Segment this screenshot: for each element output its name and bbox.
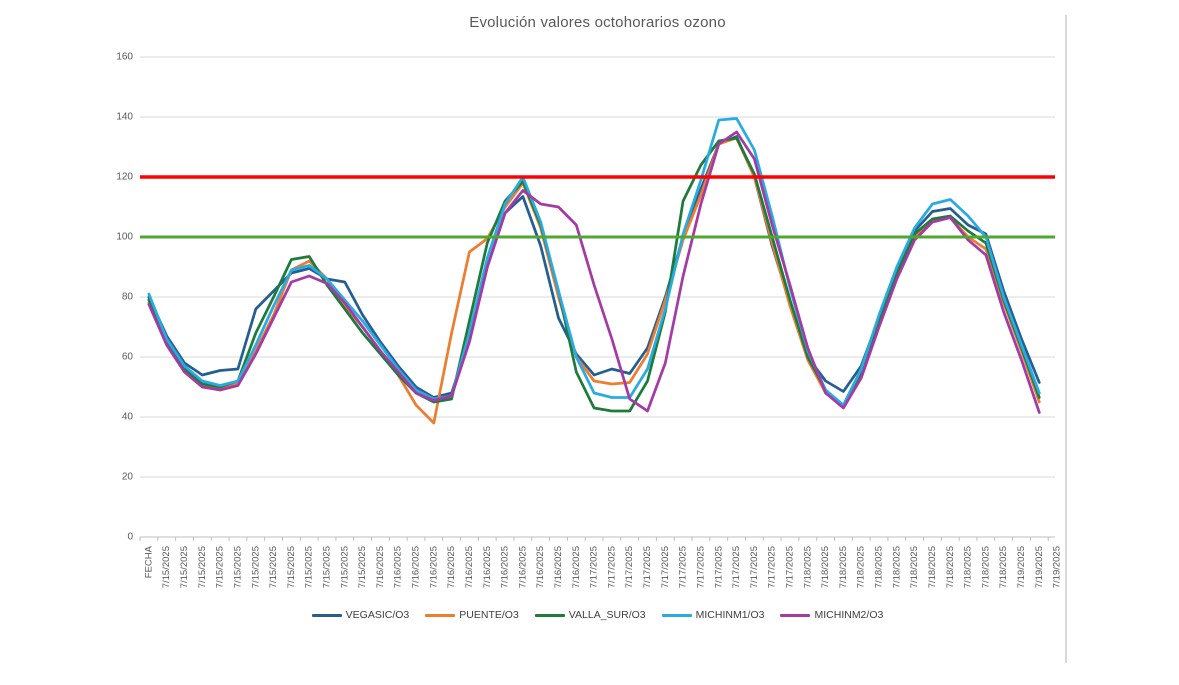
x-axis-tick-label-44: 7/18/2025	[927, 546, 938, 588]
x-axis-tick-label-17: 7/16/2025	[446, 546, 457, 588]
x-axis-tick-label-6: 7/15/2025	[250, 546, 261, 588]
x-axis-tick-label-16: 7/16/2025	[428, 546, 439, 588]
legend-label: VEGASIC/O3	[345, 609, 410, 621]
x-axis-tick-label-21: 7/16/2025	[517, 546, 528, 588]
x-axis-tick-label-9: 7/15/2025	[304, 546, 315, 588]
y-axis-tick-label-80: 80	[122, 292, 134, 303]
legend-label: VALLA_SUR/O3	[568, 609, 646, 621]
series-line-michinm1-o3	[147, 117, 1041, 407]
y-axis-tick-label-140: 140	[116, 112, 133, 123]
legend-label: PUENTE/O3	[459, 609, 519, 621]
legend-item-valla-sur-o3: VALLA_SUR/O3	[534, 609, 646, 621]
x-axis-tick-label-28: 7/17/2025	[642, 546, 653, 588]
x-axis-tick-label-42: 7/18/2025	[891, 546, 902, 588]
y-axis-tick-label-0: 0	[127, 532, 133, 543]
chart-title: Evolución valores octohorarios ozono	[469, 14, 726, 31]
x-axis-tick-label-30: 7/17/2025	[678, 546, 689, 588]
y-axis-tick-label-120: 120	[116, 172, 133, 183]
x-axis-tick-label-14: 7/16/2025	[393, 546, 404, 588]
x-axis-tick-label-41: 7/18/2025	[874, 546, 885, 588]
x-axis-tick-label-11: 7/15/2025	[339, 546, 350, 588]
x-axis-tick-label-43: 7/18/2025	[909, 546, 920, 588]
x-axis-tick-label-36: 7/17/2025	[784, 546, 795, 588]
chart-right-border	[1065, 15, 1067, 663]
x-axis-tick-label-18: 7/16/2025	[464, 546, 475, 588]
x-axis-tick-label-2: 7/15/2025	[179, 546, 190, 588]
legend-line-swatch	[534, 613, 565, 617]
series-line-valla-sur-o3	[147, 136, 1041, 413]
legend-line-swatch	[780, 613, 811, 617]
x-axis-tick-label-51: 7/19/2025	[1052, 546, 1063, 588]
x-axis-tick-label-34: 7/17/2025	[749, 546, 760, 588]
x-axis-tick-label-31: 7/17/2025	[695, 546, 706, 588]
x-axis-tick-label-22: 7/16/2025	[535, 546, 546, 588]
x-axis-tick-label-50: 7/19/2025	[1034, 546, 1045, 588]
x-axis-tick-label-12: 7/15/2025	[357, 546, 368, 588]
x-axis-tick-label-47: 7/18/2025	[980, 546, 991, 588]
y-axis-tick-label-160: 160	[116, 52, 133, 63]
x-axis-tick-label-35: 7/17/2025	[767, 546, 778, 588]
x-axis-tick-label-27: 7/17/2025	[624, 546, 635, 588]
chart-legend: VEGASIC/O3 PUENTE/O3 VALLA_SUR/O3 MICHIN…	[140, 609, 1055, 621]
x-axis-tick-label-40: 7/18/2025	[856, 546, 867, 588]
legend-item-michinm1-o3: MICHINM1/O3	[661, 609, 765, 621]
x-axis-tick-label-24: 7/16/2025	[571, 546, 582, 588]
legend-item-vegasic-o3: VEGASIC/O3	[311, 609, 410, 621]
y-axis-tick-label-40: 40	[122, 412, 134, 423]
legend-label: MICHINM1/O3	[695, 609, 765, 621]
legend-line-swatch	[661, 613, 692, 617]
x-axis-tick-label-39: 7/18/2025	[838, 546, 849, 588]
x-axis-tick-label-1: 7/15/2025	[161, 546, 172, 588]
x-axis-tick-label-4: 7/15/2025	[215, 546, 226, 588]
legend-label: MICHINM2/O3	[814, 609, 884, 621]
legend-line-swatch	[311, 613, 342, 617]
x-axis-tick-label-38: 7/18/2025	[820, 546, 831, 588]
x-axis-tick-label-32: 7/17/2025	[713, 546, 724, 588]
x-axis-tick-label-25: 7/17/2025	[589, 546, 600, 588]
legend-item-puente-o3: PUENTE/O3	[425, 609, 519, 621]
x-axis-tick-label-15: 7/16/2025	[411, 546, 422, 588]
x-axis-tick-label-26: 7/17/2025	[606, 546, 617, 588]
x-axis-tick-label-0: FECHA	[143, 545, 154, 578]
x-axis-tick-label-5: 7/15/2025	[232, 546, 243, 588]
x-axis-tick-label-49: 7/19/2025	[1016, 546, 1027, 588]
y-axis-tick-label-60: 60	[122, 352, 134, 363]
x-axis-tick-label-13: 7/16/2025	[375, 546, 386, 588]
x-axis-tick-label-10: 7/15/2025	[321, 546, 332, 588]
x-axis-tick-label-19: 7/16/2025	[482, 546, 493, 588]
x-axis-tick-label-48: 7/18/2025	[998, 546, 1009, 588]
x-axis-tick-label-7: 7/15/2025	[268, 546, 279, 588]
x-axis-tick-label-23: 7/16/2025	[553, 546, 564, 588]
x-axis-tick-label-33: 7/17/2025	[731, 546, 742, 588]
y-axis-tick-label-20: 20	[122, 472, 134, 483]
legend-item-michinm2-o3: MICHINM2/O3	[780, 609, 883, 621]
x-axis-tick-label-8: 7/15/2025	[286, 546, 297, 588]
x-axis-tick-label-20: 7/16/2025	[500, 546, 511, 588]
x-axis-tick-label-3: 7/15/2025	[197, 546, 208, 588]
x-axis-tick-label-37: 7/18/2025	[802, 546, 813, 588]
y-axis-tick-label-100: 100	[116, 232, 133, 243]
x-axis-tick-label-46: 7/18/2025	[963, 546, 974, 588]
x-axis-tick-label-45: 7/18/2025	[945, 546, 956, 588]
series-line-michinm2-o3	[147, 130, 1041, 414]
x-axis-tick-label-29: 7/17/2025	[660, 546, 671, 588]
legend-line-swatch	[425, 613, 456, 617]
